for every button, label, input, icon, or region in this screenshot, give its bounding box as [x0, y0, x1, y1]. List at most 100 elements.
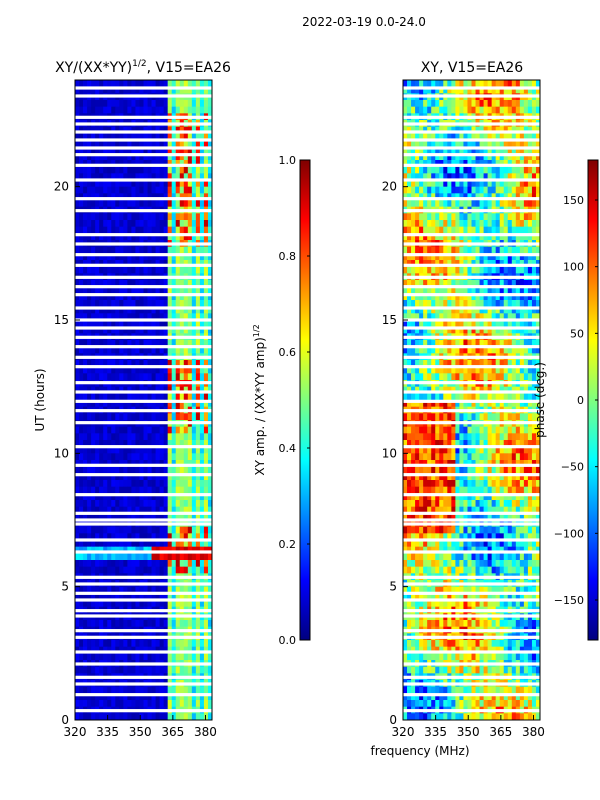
amplitude-cell [79, 253, 84, 261]
amplitude-cell [171, 293, 177, 301]
amplitude-cell [83, 493, 88, 501]
phase-cell [435, 373, 440, 381]
amplitude-cell [87, 646, 92, 654]
amplitude-cell [75, 506, 80, 514]
phase-cell [515, 233, 521, 241]
phase-cell [515, 306, 521, 314]
amplitude-cell [123, 600, 128, 608]
phase-cell [463, 233, 468, 241]
amplitude-cell [83, 293, 88, 301]
phase-cell [459, 186, 464, 194]
amplitude-cell [191, 246, 197, 254]
amplitude-cell [79, 433, 84, 441]
phase-cell [419, 246, 424, 254]
amplitude-cell [171, 186, 177, 194]
amplitude-cell [147, 666, 152, 674]
amplitude-cell [139, 546, 144, 554]
amplitude-cell [179, 346, 185, 354]
phase-cell [467, 153, 472, 161]
amplitude-cell [131, 446, 136, 454]
amplitude-cell [167, 293, 173, 301]
phase-cell [471, 186, 476, 194]
phase-cell [519, 213, 525, 221]
phase-cell [535, 86, 541, 94]
amplitude-cell [159, 126, 165, 134]
amplitude-cell [171, 413, 177, 421]
phase-cell [535, 313, 541, 321]
amplitude-cell [131, 246, 136, 254]
phase-cell [515, 260, 521, 268]
phase-cell [483, 300, 489, 308]
phase-cell [491, 200, 497, 208]
amplitude-cell [127, 560, 132, 568]
amplitude-cell [87, 526, 92, 534]
phase-cell [515, 146, 521, 154]
phase-cell [523, 246, 529, 254]
phase-cell [431, 186, 436, 194]
amplitude-cell [203, 153, 209, 161]
amplitude-cell [115, 453, 120, 461]
phase-cell [451, 313, 456, 321]
phase-cell [467, 360, 472, 368]
phase-cell [487, 373, 493, 381]
amplitude-cell [207, 213, 213, 221]
phase-cell [479, 133, 484, 141]
amplitude-cell [195, 246, 201, 254]
amplitude-cell [203, 213, 209, 221]
phase-cell [463, 293, 468, 301]
phase-cell [507, 326, 513, 334]
phase-cell [435, 86, 440, 94]
amplitude-cell [187, 513, 193, 521]
amplitude-cell [155, 713, 161, 721]
amplitude-cell [103, 620, 108, 628]
amplitude-cell [191, 400, 197, 408]
phase-cell [527, 186, 533, 194]
amplitude-cell [179, 620, 185, 628]
amplitude-cell [143, 426, 148, 434]
phase-cell [451, 80, 456, 88]
amplitude-cell [183, 313, 189, 321]
amplitude-cell [167, 106, 173, 114]
amplitude-cell [191, 426, 197, 434]
phase-cell [403, 286, 408, 294]
amplitude-cell [103, 313, 108, 321]
amplitude-cell [127, 313, 132, 321]
amplitude-cell [159, 440, 165, 448]
phase-cell [455, 220, 460, 228]
amplitude-cell [103, 666, 108, 674]
amplitude-cell [199, 666, 205, 674]
amplitude-cell [139, 173, 144, 181]
amplitude-cell [139, 80, 144, 88]
phase-cell [415, 266, 420, 274]
phase-cell [519, 186, 525, 194]
phase-cell [459, 306, 464, 314]
amplitude-cell [87, 213, 92, 221]
amplitude-cell [143, 640, 148, 648]
amplitude-cell [119, 226, 124, 234]
amplitude-cell [111, 533, 116, 541]
phase-cell [479, 393, 484, 401]
amplitude-cell [187, 153, 193, 161]
amplitude-gap-line [75, 209, 212, 213]
phase-cell [519, 173, 525, 181]
phase-cell [435, 213, 440, 221]
amplitude-cell [127, 300, 132, 308]
amplitude-cell [83, 300, 88, 308]
amplitude-cell [187, 253, 193, 261]
amplitude-cell [203, 300, 209, 308]
phase-cell [499, 193, 505, 201]
amplitude-cell [91, 500, 96, 508]
amplitude-cell [171, 226, 177, 234]
amplitude-cell [163, 226, 169, 234]
amplitude-gap-line [75, 473, 212, 477]
amplitude-cell [131, 466, 136, 474]
phase-cell [475, 280, 480, 288]
amplitude-cell [167, 220, 173, 228]
amplitude-cell [123, 446, 128, 454]
amplitude-cell [143, 373, 148, 381]
amplitude-cell [135, 340, 140, 348]
amplitude-cell [155, 386, 161, 394]
amplitude-cell [123, 540, 128, 548]
amplitude-cell [159, 260, 165, 268]
amplitude-gap-line [75, 518, 212, 522]
